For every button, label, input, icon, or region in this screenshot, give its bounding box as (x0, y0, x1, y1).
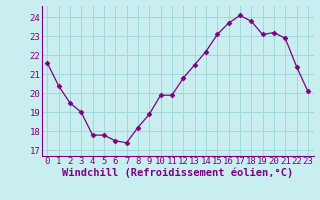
X-axis label: Windchill (Refroidissement éolien,°C): Windchill (Refroidissement éolien,°C) (62, 168, 293, 178)
